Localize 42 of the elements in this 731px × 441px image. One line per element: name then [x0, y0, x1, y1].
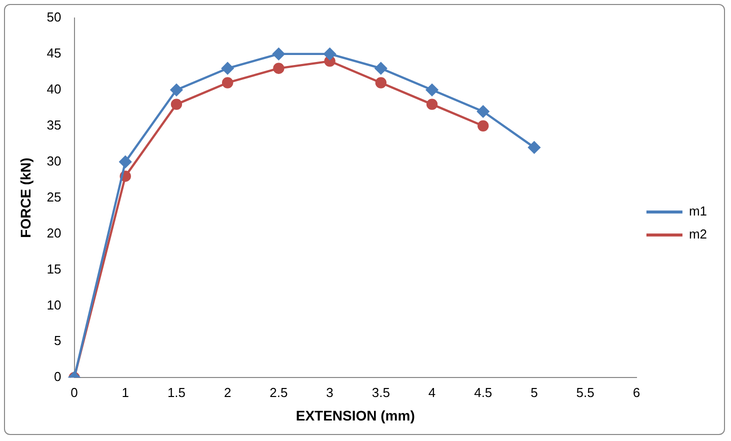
x-tick-label: 5: [530, 384, 538, 400]
x-axis-title: EXTENSION (mm): [296, 407, 415, 424]
x-tick-label: 1.5: [167, 384, 186, 400]
point: [426, 98, 438, 110]
point: [222, 77, 234, 88]
point: [170, 98, 182, 110]
x-tick-label: 2.5: [270, 384, 288, 400]
x-tick-label: 6: [632, 384, 640, 400]
point: [170, 84, 183, 96]
y-tick-label: 30: [46, 153, 62, 168]
y-tick-label: 35: [46, 117, 62, 132]
y-tick-label: 20: [46, 225, 62, 240]
point: [477, 105, 490, 118]
point: [221, 62, 234, 74]
y-tick-label: 40: [46, 82, 62, 96]
point: [375, 77, 387, 88]
x-tick-label: 3.5: [372, 384, 390, 400]
point: [273, 62, 284, 74]
legend-label: m2: [688, 226, 708, 242]
y-tick-label: 0: [54, 369, 62, 384]
x-tick-label: 4: [428, 384, 436, 400]
point: [374, 62, 388, 74]
x-tick-label: 1: [122, 384, 129, 400]
point: [119, 156, 132, 168]
y-tick-label: 25: [46, 189, 62, 204]
y-tick-label: 45: [46, 46, 62, 61]
x-tick-label: 2: [224, 384, 232, 400]
x-tick-label: 3: [326, 384, 334, 400]
point: [528, 141, 540, 154]
point: [272, 48, 285, 60]
y-tick-label: 10: [46, 297, 62, 312]
y-tick-label: 5: [54, 333, 62, 348]
y-tick-label: 15: [46, 261, 62, 276]
point: [478, 120, 489, 132]
y-tick-label: 50: [46, 10, 62, 25]
x-tick-label: 0: [70, 384, 78, 400]
point: [324, 48, 336, 60]
x-tick-label: 5.5: [576, 384, 594, 400]
x-tick-label: 4.5: [474, 384, 492, 400]
point: [426, 84, 438, 96]
legend-label: m1: [688, 204, 708, 219]
y-axis-title: FORCE (kN): [17, 158, 34, 238]
